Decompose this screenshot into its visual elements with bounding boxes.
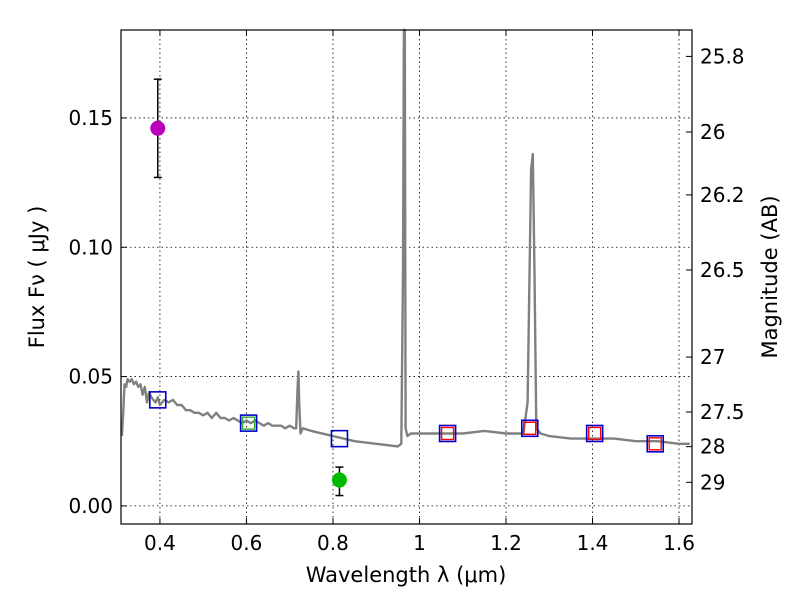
plot-data — [120, 28, 690, 497]
data-point-marker — [331, 472, 347, 488]
y-tick-label: 0.05 — [68, 365, 113, 389]
mag-tick-label: 25.8 — [700, 44, 745, 68]
observed-band-box — [523, 421, 537, 436]
model-photometry-box — [148, 391, 167, 409]
observed-band-box — [648, 437, 662, 451]
x-tick-label: 0.8 — [317, 531, 349, 555]
y-axis-label-right: Magnitude (AB) — [758, 195, 782, 358]
x-tick-label: 1.4 — [577, 531, 609, 555]
ticks: 0.4 0.6 0.8 1 1.2 1.4 1.6 0.00 0.05 0.10 0.15 25.8 2… — [68, 30, 745, 555]
observed-band-box — [587, 426, 602, 441]
model-photometry-box — [330, 429, 349, 448]
mag-tick-label: 26 — [700, 120, 725, 144]
observed-band-box — [440, 426, 455, 441]
mag-tick-label: 28 — [700, 435, 725, 459]
x-tick-label: 0.6 — [231, 531, 263, 555]
grid — [121, 30, 692, 524]
model-photometry-box — [438, 424, 457, 443]
mag-tick-label: 26.5 — [700, 258, 745, 282]
x-tick-label: 1.2 — [490, 531, 522, 555]
green-band-box — [241, 416, 256, 430]
y-tick-label: 0.00 — [68, 494, 113, 518]
y-tick-label: 0.10 — [68, 235, 113, 259]
x-axis-label: Wavelength λ (μm) — [306, 563, 507, 587]
mag-tick-label: 29 — [700, 470, 725, 494]
model-photometry-box — [520, 419, 539, 438]
plot-frame — [120, 29, 693, 525]
model-photometry-box — [585, 424, 604, 443]
model-photometry-box — [239, 414, 258, 432]
y-tick-label: 0.15 — [68, 106, 113, 130]
x-tick-label: 0.4 — [144, 531, 176, 555]
x-tick-label: 1.6 — [663, 531, 695, 555]
mag-tick-label: 27 — [700, 345, 725, 369]
x-tick-label: 1 — [413, 531, 426, 555]
model-photometry-box — [646, 435, 665, 453]
y-axis-label-left: Flux Fν ( μJy ) — [25, 206, 49, 349]
data-point-marker — [150, 120, 166, 136]
mag-tick-label: 27.5 — [700, 400, 745, 424]
mag-tick-label: 26.2 — [700, 183, 745, 207]
